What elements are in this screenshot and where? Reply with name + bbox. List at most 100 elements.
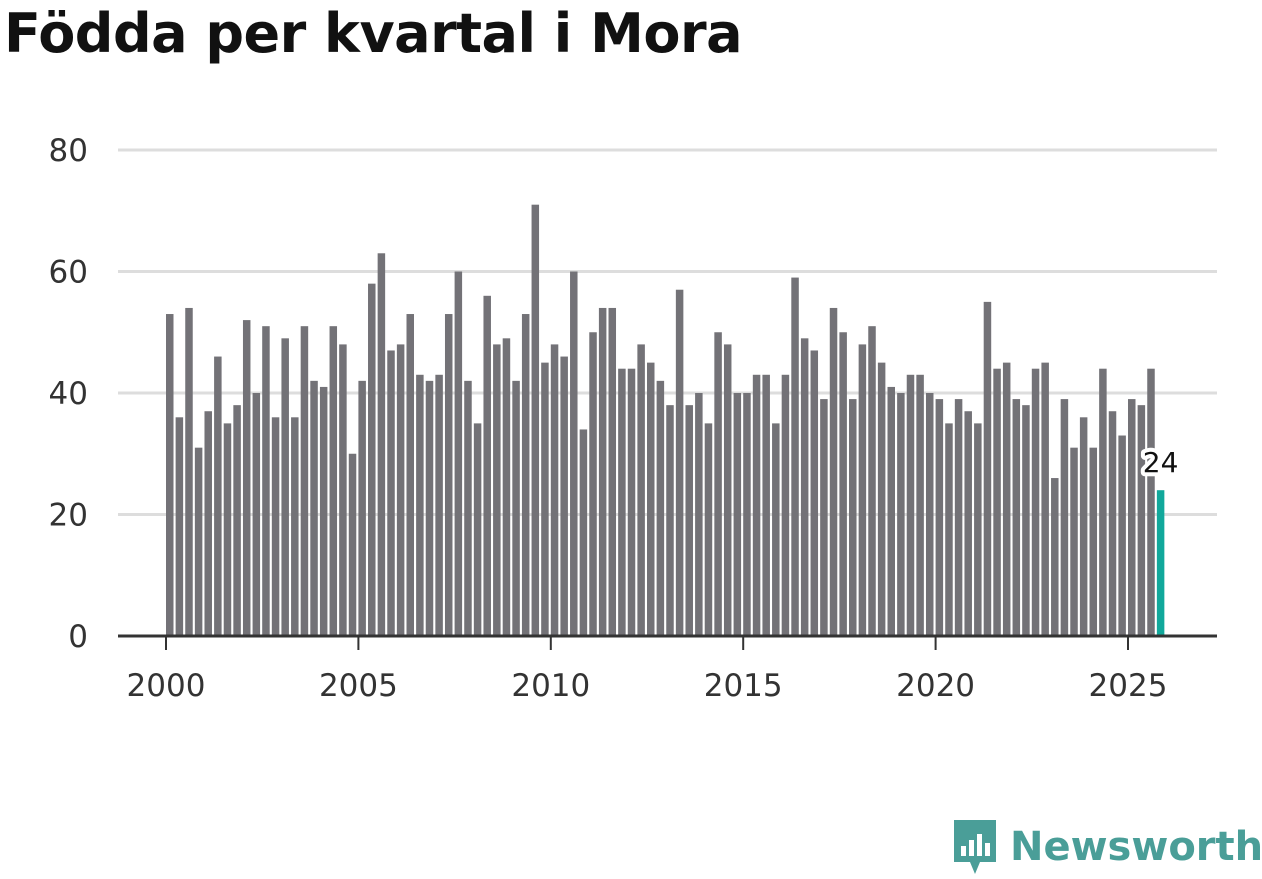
bar — [925, 393, 934, 636]
bar — [435, 374, 443, 636]
newsworthy-logo: Newsworthy — [950, 816, 1262, 878]
bar — [1070, 447, 1078, 636]
bar — [897, 393, 905, 636]
bar — [1147, 368, 1155, 636]
bar — [810, 350, 819, 636]
bar — [598, 307, 607, 636]
bar — [483, 295, 491, 636]
bar — [358, 380, 366, 636]
bar — [800, 338, 809, 636]
bar — [858, 344, 867, 636]
bar — [945, 423, 953, 637]
bar — [521, 314, 530, 636]
bar — [656, 380, 665, 636]
bar — [974, 423, 982, 637]
chart-title: Födda per kvartal i Mora — [4, 2, 743, 65]
bar — [214, 356, 222, 636]
bar — [916, 374, 924, 636]
bar — [233, 405, 241, 636]
bar — [1108, 411, 1117, 636]
bar — [300, 326, 309, 636]
bar — [262, 326, 270, 636]
bar — [627, 368, 636, 636]
data-label: 24 — [1143, 446, 1179, 479]
bar — [1099, 368, 1107, 636]
bar — [348, 453, 357, 636]
bar — [762, 374, 770, 636]
bar — [791, 277, 799, 636]
bar — [935, 399, 944, 636]
bar — [502, 338, 511, 636]
bar — [752, 374, 761, 636]
bar — [704, 423, 713, 637]
bar — [743, 393, 751, 636]
x-tick-label: 2005 — [319, 668, 398, 704]
bar — [1051, 478, 1059, 636]
bar — [560, 356, 568, 636]
bar — [1089, 447, 1098, 636]
bar — [570, 271, 578, 636]
bar — [185, 307, 193, 636]
bar — [310, 380, 318, 636]
bar — [906, 374, 915, 636]
bar — [166, 314, 174, 636]
bar — [175, 417, 184, 636]
bar — [820, 399, 828, 636]
bar — [723, 344, 732, 636]
bar — [714, 332, 722, 636]
bar — [675, 289, 684, 636]
bar — [1002, 362, 1011, 637]
bar — [550, 344, 559, 636]
bar — [647, 362, 655, 637]
bar — [329, 326, 338, 636]
bar — [1137, 405, 1146, 636]
bar — [194, 447, 203, 636]
y-tick-label: 40 — [49, 376, 88, 412]
bar — [887, 386, 895, 636]
bar — [829, 307, 838, 636]
bar — [839, 332, 847, 636]
bar — [695, 393, 703, 636]
x-tick-label: 2000 — [127, 668, 206, 704]
bar — [685, 405, 693, 636]
bar — [1031, 368, 1040, 636]
x-tick-label: 2020 — [896, 668, 975, 704]
bar — [396, 344, 405, 636]
bar — [1041, 362, 1049, 637]
bar — [377, 253, 386, 636]
bar — [444, 314, 453, 636]
bar — [579, 429, 588, 636]
bar — [281, 338, 289, 636]
bar — [387, 350, 395, 636]
bar — [425, 380, 434, 636]
brand-name: Newsworthy — [1010, 824, 1262, 870]
bar — [493, 344, 501, 636]
bars — [166, 204, 1165, 637]
bar — [666, 405, 674, 636]
bar — [589, 332, 597, 636]
bar — [223, 423, 232, 637]
bar — [473, 423, 482, 637]
bar — [637, 344, 645, 636]
bar — [368, 283, 376, 636]
bar — [541, 362, 549, 637]
labels: 0 20 40 60 80 2000 2005 2010 2015 2020 2025 24 — [49, 133, 1183, 704]
bar — [242, 320, 251, 636]
bar — [733, 393, 742, 636]
bar — [1128, 399, 1136, 636]
bar — [1012, 399, 1021, 636]
x-tick-label: 2025 — [1089, 668, 1168, 704]
bar — [772, 423, 780, 637]
bar — [454, 271, 463, 636]
y-tick-label: 80 — [49, 133, 88, 169]
bar — [781, 374, 790, 636]
bar — [618, 368, 626, 636]
y-tick-label: 0 — [68, 619, 88, 655]
bar — [204, 411, 212, 636]
bar — [993, 368, 1001, 636]
bar — [531, 204, 540, 636]
bar — [608, 307, 617, 636]
bar — [964, 411, 972, 636]
y-tick-label: 20 — [49, 498, 88, 534]
bar — [291, 417, 299, 636]
